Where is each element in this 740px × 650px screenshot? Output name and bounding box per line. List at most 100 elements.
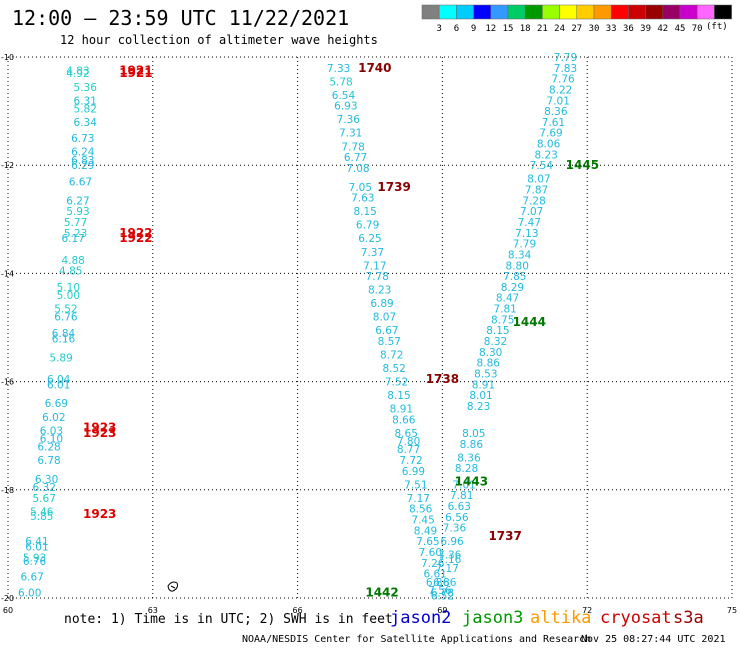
swh-value-label: 7.51 — [404, 479, 427, 491]
pass-time-label: 1923 — [83, 421, 116, 435]
swh-value-label: 5.46 — [30, 506, 54, 518]
swh-value-label: 7.52 — [385, 377, 408, 389]
swh-value-label: 7.17 — [407, 493, 430, 505]
swh-value-label: 7.16 — [438, 554, 462, 566]
pass-time-label: 1922 — [119, 231, 152, 245]
swh-value-label: 6.29 — [71, 160, 94, 172]
x-tick-label: 72 — [582, 606, 592, 615]
swh-value-label: 6.56 — [445, 512, 469, 524]
colorbar-tick-label: 24 — [554, 24, 565, 34]
colorbar-tick-label: 9 — [471, 24, 476, 34]
pass-time-label: 1923 — [83, 426, 116, 440]
swh-value-label: 4.92 — [66, 68, 89, 80]
swh-value-label: 6.77 — [344, 152, 367, 164]
colorbar-legend: 3 6 9 12 15 18 21 24 27 30 33 36 39 42 45 70 — [421, 4, 732, 34]
swh-value-label: 6.10 — [40, 433, 63, 445]
swh-value-label: 5.10 — [57, 282, 80, 294]
colorbar-tick-label: 39 — [640, 24, 651, 34]
legend-jason3: jason3 — [462, 608, 524, 628]
swh-value-label: 7.80 — [397, 436, 420, 448]
swh-value-label: 8.23 — [467, 401, 490, 413]
swh-value-label: 6.25 — [358, 233, 381, 245]
swh-value-label: 7.60 — [419, 547, 442, 559]
swh-value-label: 8.75 — [491, 314, 514, 326]
swh-value-label: 6.41 — [25, 536, 48, 548]
swh-value-label: 8.53 — [474, 368, 497, 380]
colorbar-tick-label: 12 — [485, 24, 496, 34]
swh-value-label: 7.28 — [522, 195, 545, 207]
swh-value-label: 8.23 — [534, 149, 557, 161]
swh-value-label: 4.88 — [61, 255, 84, 267]
colorbar-tick-label: 42 — [657, 24, 668, 34]
pass-time-label: 1442 — [365, 586, 398, 600]
y-tick-label: -10 — [1, 53, 14, 62]
colorbar-tick-label: 18 — [520, 24, 531, 34]
swh-value-label: 6.54 — [332, 90, 356, 102]
swh-value-label: 6.84 — [52, 328, 76, 340]
swh-value-label: 6.76 — [54, 312, 78, 324]
swh-value-label: 8.32 — [484, 336, 507, 348]
colorbar-tick-label: 15 — [503, 24, 514, 34]
swh-value-label: 6.69 — [45, 398, 68, 410]
swh-value-label: 6.52 — [431, 590, 454, 602]
swh-value-label: 8.36 — [544, 106, 568, 118]
island-outline — [167, 581, 178, 592]
swh-value-label: 5.23 — [64, 228, 87, 240]
swh-value-label: 7.83 — [554, 63, 577, 75]
pass-time-label: 1444 — [513, 315, 546, 329]
swh-value-label: 5.00 — [57, 290, 80, 302]
swh-value-label: 7.79 — [513, 239, 536, 251]
swh-value-label: 6.86 — [433, 577, 457, 589]
colorbar-tick-label: 21 — [537, 24, 548, 34]
swh-value-label: 7.31 — [339, 128, 362, 140]
legend-jason2: jason2 — [390, 608, 452, 628]
pass-time-label: 1923 — [83, 507, 116, 521]
y-tick-label: -12 — [1, 161, 14, 170]
swh-value-label: 8.91 — [472, 379, 495, 391]
swh-value-label: 7.36 — [438, 550, 462, 562]
swh-value-label: 7.17 — [436, 563, 459, 575]
footer-generated-time: Nov 25 08:27:44 UTC 2021 — [581, 634, 726, 645]
pass-time-label: 1739 — [377, 180, 410, 194]
swh-value-label: 6.67 — [69, 176, 92, 188]
swh-value-label: 6.78 — [431, 588, 454, 600]
swh-value-label: 7.79 — [554, 52, 577, 64]
page-title: 12:00 – 23:59 UTC 11/22/2021 — [12, 6, 350, 30]
swh-value-label: 8.77 — [397, 444, 420, 456]
y-tick-label: -18 — [1, 486, 14, 495]
swh-value-label: 5.93 — [23, 552, 46, 564]
swh-value-label: 6.01 — [25, 542, 48, 554]
swh-value-label: 7.61 — [542, 117, 565, 129]
colorbar-tick-label: 33 — [606, 24, 617, 34]
swh-value-label: 8.86 — [460, 439, 484, 451]
swh-value-label: 7.54 — [530, 160, 554, 172]
pass-time-label: 1445 — [566, 158, 599, 172]
swh-value-label: 6.32 — [33, 482, 56, 494]
swh-value-label: 6.27 — [66, 195, 89, 207]
colorbar-tick-label: 27 — [571, 24, 582, 34]
swh-value-label: 5.36 — [74, 82, 98, 94]
swh-value-label: 6.24 — [71, 147, 95, 159]
swh-value-label: 8.07 — [527, 174, 550, 186]
swh-value-label: 8.91 — [390, 404, 413, 416]
swh-value-label: 7.08 — [346, 163, 369, 175]
x-tick-label: 75 — [727, 606, 737, 615]
swh-value-label: 6.30 — [35, 474, 58, 486]
swh-value-label: 8.52 — [382, 363, 405, 375]
legend-altika: altika — [530, 608, 592, 628]
pass-time-label: 1443 — [455, 475, 488, 489]
swh-value-label: 6.76 — [23, 556, 47, 568]
swh-value-label: 7.37 — [361, 247, 384, 259]
colorbar-tick-label: 30 — [589, 24, 600, 34]
swh-value-label: 7.56 — [428, 585, 452, 597]
swh-value-label: 6.99 — [402, 466, 425, 478]
swh-value-label: 8.80 — [506, 260, 529, 272]
swh-value-label: 6.86 — [426, 577, 450, 589]
swh-value-label: 6.67 — [375, 325, 398, 337]
swh-value-label: 8.57 — [378, 336, 401, 348]
page-subtitle: 12 hour collection of altimeter wave hei… — [60, 33, 378, 47]
swh-value-label: 8.34 — [508, 249, 532, 261]
swh-value-label: 8.86 — [477, 358, 501, 370]
swh-value-label: 6.73 — [71, 133, 94, 145]
swh-value-label: 7.85 — [503, 271, 526, 283]
